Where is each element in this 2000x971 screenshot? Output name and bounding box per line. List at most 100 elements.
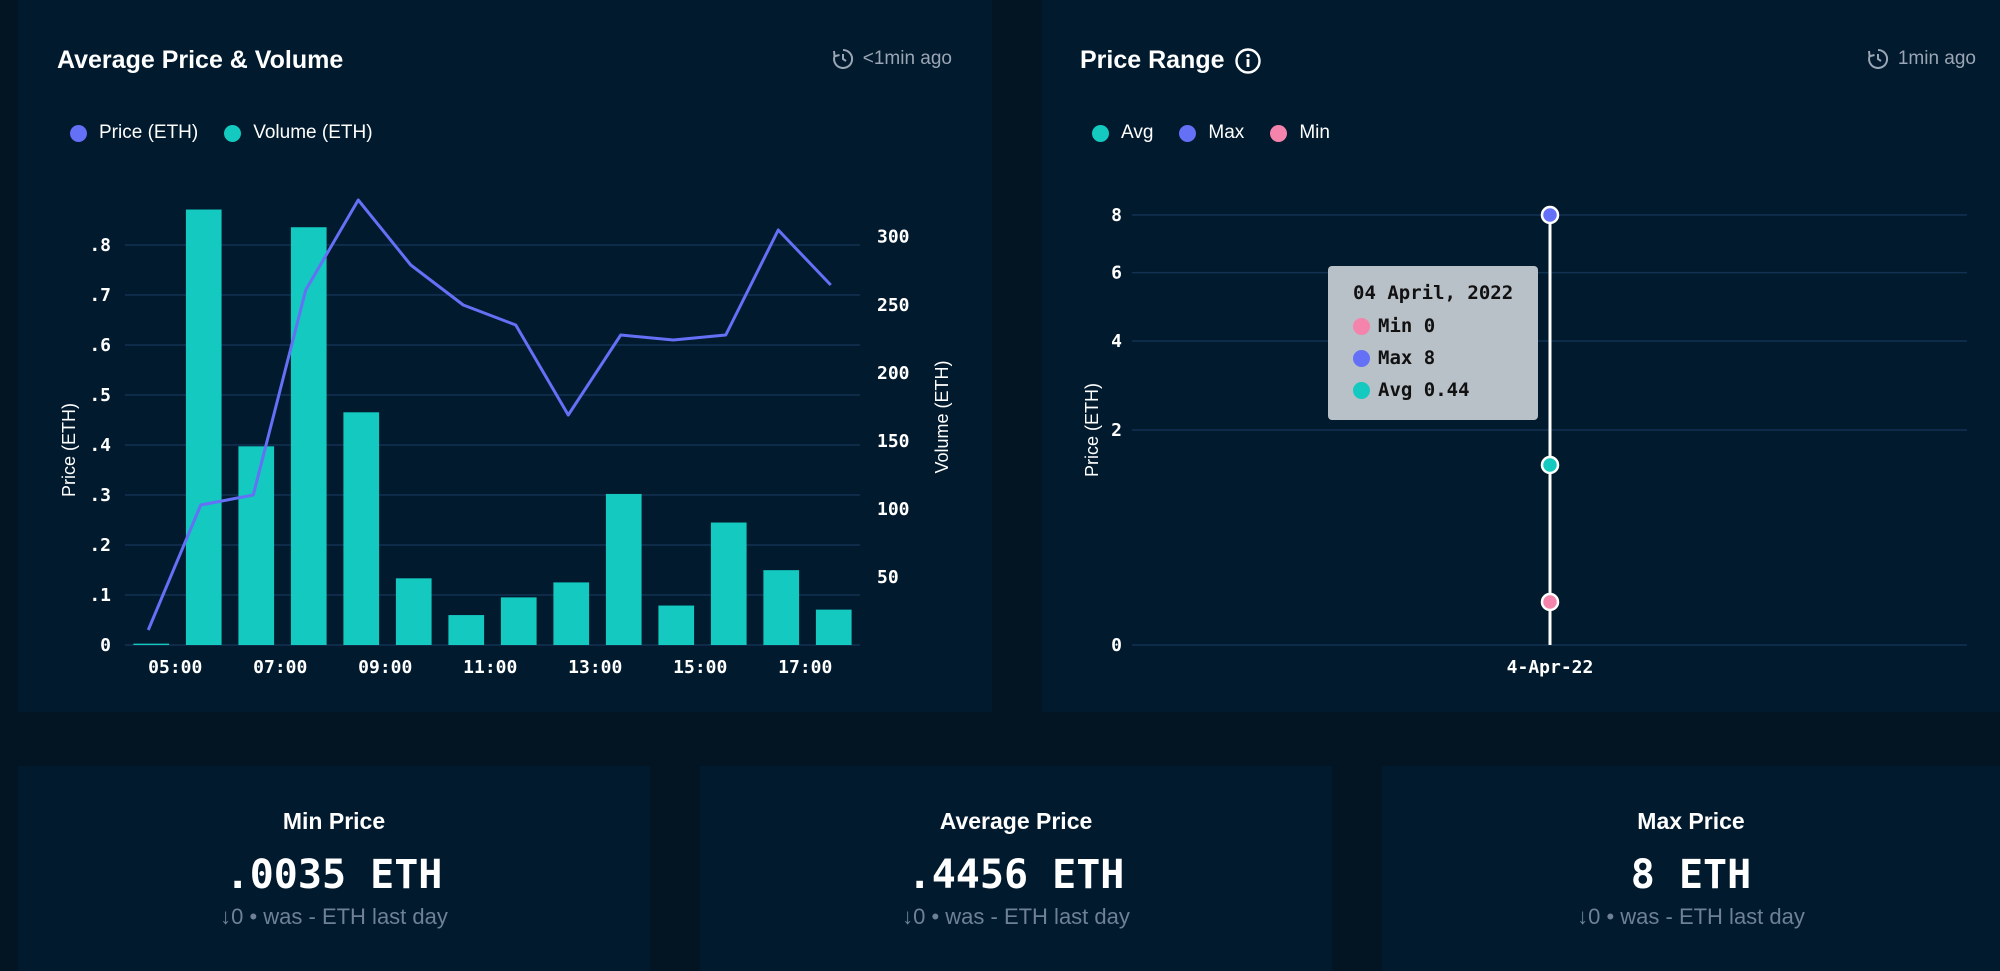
- y-tick-label: .1: [89, 585, 111, 606]
- legend-dot: [1179, 124, 1197, 142]
- tooltip-label: Max 8: [1378, 347, 1436, 369]
- volume-bar: [133, 643, 170, 645]
- volume-bar: [395, 578, 432, 645]
- legend-dot: [70, 124, 87, 142]
- legend-item-price[interactable]: Price (ETH): [70, 122, 198, 144]
- legend-label: Min: [1299, 122, 1330, 143]
- volume-bar: [710, 522, 747, 645]
- legend-dot: [1270, 124, 1288, 142]
- volume-bar: [763, 570, 800, 645]
- y-tick-label: 2: [1111, 420, 1122, 441]
- volume-bar: [238, 446, 275, 645]
- last-updated-text: 1min ago: [1897, 48, 1976, 69]
- legend-label: Volume (ETH): [253, 122, 373, 143]
- y2-axis-title: Volume (ETH): [932, 360, 952, 473]
- stat-change: ↓0 • was - ETH last day: [1577, 904, 1805, 929]
- y-tick-label: .5: [89, 385, 111, 406]
- tooltip-label: Avg 0.44: [1378, 379, 1470, 401]
- volume-bar: [343, 412, 380, 645]
- x-tick-label: 09:00: [358, 657, 412, 678]
- legend-label: Avg: [1121, 122, 1154, 143]
- price-line: [146, 198, 832, 631]
- legend-item-volume[interactable]: Volume (ETH): [224, 122, 373, 144]
- avg-marker: [1540, 455, 1560, 475]
- x-tick-label: 17:00: [778, 657, 832, 678]
- refresh-clock-icon: [1867, 48, 1888, 69]
- y-tick-label: 6: [1111, 263, 1122, 284]
- price-volume-chart: 0 .1 .2 .3 .4 .5 .6 .7 .8 50 100 150 200 250 300 Price …: [59, 198, 952, 678]
- stat-value: 8 ETH: [1630, 852, 1752, 898]
- tooltip-row-max: Max 8: [1353, 342, 1516, 374]
- legend-item-min[interactable]: Min: [1270, 122, 1330, 144]
- y-axis-title: Price (ETH): [59, 403, 79, 497]
- last-updated: 1min ago: [1867, 48, 1976, 70]
- y-tick-label: 8: [1111, 205, 1122, 226]
- stat-value: .4456 ETH: [907, 852, 1125, 898]
- min-price-card: Min Price .0035 ETH ↓0 • was - ETH last …: [18, 766, 650, 971]
- x-tick-label: 15:00: [673, 657, 727, 678]
- volume-bar: [815, 609, 852, 645]
- y-axis-title: Price (ETH): [1082, 383, 1102, 477]
- avg-price-volume-card: Average Price & Volume <1min ago Price (…: [18, 0, 992, 712]
- stat-change: ↓0 • was - ETH last day: [902, 904, 1130, 929]
- x-tick-label: 4-Apr-22: [1507, 657, 1594, 678]
- y2-tick-label: 200: [877, 363, 910, 384]
- card-title: Average Price & Volume: [57, 46, 344, 74]
- y-tick-label: .8: [89, 235, 111, 256]
- max-marker: [1540, 205, 1560, 225]
- tooltip-dot: [1353, 317, 1370, 335]
- last-updated-text: <1min ago: [862, 48, 952, 69]
- tooltip-label: Min 0: [1378, 315, 1436, 337]
- volume-bar: [658, 605, 695, 645]
- tooltip-row-min: Min 0: [1353, 310, 1516, 342]
- legend-dot: [1092, 124, 1109, 142]
- tooltip-dot: [1353, 349, 1370, 367]
- x-tick-label: 13:00: [568, 657, 622, 678]
- chart-tooltip: 04 April, 2022 Min 0 Max 8 Avg 0.44: [1328, 266, 1538, 420]
- volume-bar: [605, 493, 642, 645]
- stat-change: ↓0 • was - ETH last day: [220, 904, 448, 929]
- tooltip-date: 04 April, 2022: [1353, 282, 1514, 304]
- x-tick-label: 05:00: [148, 657, 202, 678]
- y2-tick-label: 50: [877, 567, 899, 588]
- stat-label: Min Price: [282, 808, 386, 834]
- y2-tick-label: 300: [877, 227, 910, 248]
- tooltip-row-avg: Avg 0.44: [1353, 374, 1516, 406]
- last-updated: <1min ago: [832, 48, 952, 70]
- y-tick-label: 0: [1111, 635, 1122, 656]
- stat-value: .0035 ETH: [225, 852, 443, 898]
- y-tick-label: .4: [89, 435, 111, 456]
- stat-label: Max Price: [1637, 808, 1745, 834]
- average-price-card: Average Price .4456 ETH ↓0 • was - ETH l…: [700, 766, 1332, 971]
- volume-bar: [290, 227, 327, 645]
- stat-label: Average Price: [939, 808, 1093, 834]
- min-marker: [1540, 592, 1560, 612]
- info-icon[interactable]: [1234, 47, 1262, 75]
- legend-label: Price (ETH): [99, 122, 199, 143]
- y-tick-label: .6: [89, 335, 111, 356]
- volume-bar: [553, 582, 590, 645]
- y2-tick-label: 100: [877, 499, 910, 520]
- volume-bar: [448, 615, 485, 645]
- volume-bar: [185, 209, 222, 645]
- x-tick-label: 11:00: [463, 657, 517, 678]
- legend-dot: [224, 124, 242, 142]
- y-tick-label: .7: [89, 285, 111, 306]
- legend-item-max[interactable]: Max: [1179, 122, 1244, 144]
- y2-tick-label: 150: [877, 431, 910, 452]
- refresh-clock-icon: [832, 48, 853, 69]
- chart-legend: Price (ETH) Volume (ETH): [70, 122, 373, 144]
- price-range-chart: 0 2 4 6 8 Price (ETH) 4-Apr-22: [1082, 205, 1967, 678]
- x-tick-label: 07:00: [253, 657, 307, 678]
- max-price-card: Max Price 8 ETH ↓0 • was - ETH last day: [1382, 766, 2000, 971]
- chart-legend: Avg Max Min: [1092, 122, 1330, 144]
- card-title: Price Range: [1080, 46, 1225, 74]
- y-tick-label: .3: [89, 485, 111, 506]
- y-tick-label: 0: [100, 635, 111, 656]
- y-tick-label: 4: [1111, 331, 1122, 352]
- tooltip-dot: [1353, 381, 1370, 399]
- volume-bar: [500, 597, 537, 645]
- y-tick-label: .2: [89, 535, 111, 556]
- legend-item-avg[interactable]: Avg: [1092, 122, 1153, 144]
- y2-tick-label: 250: [877, 295, 910, 316]
